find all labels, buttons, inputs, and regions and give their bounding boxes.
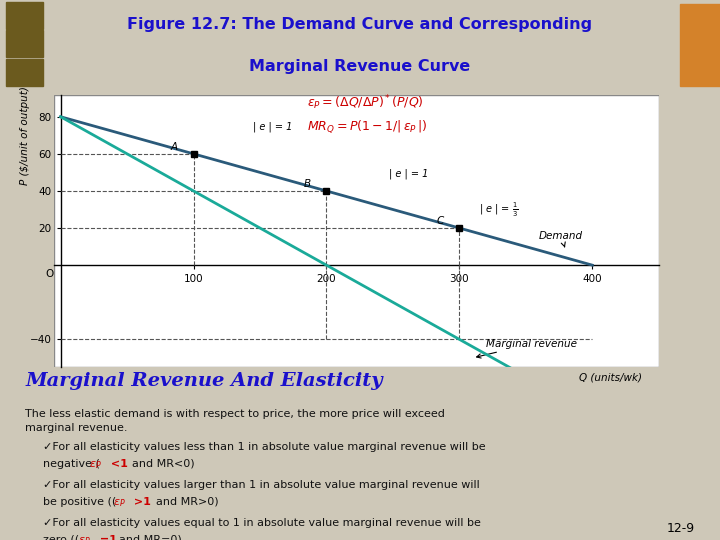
Text: C: C [436, 217, 444, 226]
FancyBboxPatch shape [6, 2, 43, 29]
Text: and MR>0): and MR>0) [156, 497, 218, 507]
Text: negative (: negative ( [43, 459, 100, 469]
Text: O: O [46, 269, 54, 279]
Text: Figure 12.7: The Demand Curve and Corresponding: Figure 12.7: The Demand Curve and Corres… [127, 17, 593, 32]
Text: ✓For all elasticity values equal to 1 in absolute value marginal revenue will be: ✓For all elasticity values equal to 1 in… [43, 517, 481, 528]
Text: | e | = 1: | e | = 1 [389, 168, 428, 179]
Text: Marginal Revenue Curve: Marginal Revenue Curve [249, 59, 471, 75]
Text: | e | = $\frac{1}{3}$: | e | = $\frac{1}{3}$ [480, 201, 519, 219]
Bar [54, 94, 659, 367]
Text: ✓For all elasticity values larger than 1 in absolute value marginal revenue will: ✓For all elasticity values larger than 1… [43, 480, 480, 490]
Text: | e | = 1: | e | = 1 [253, 122, 293, 132]
Text: $\varepsilon_P = (\Delta Q/\Delta P)^*(P/Q)$: $\varepsilon_P = (\Delta Q/\Delta P)^*(P… [307, 93, 423, 112]
Text: Demand: Demand [539, 231, 583, 247]
Text: A: A [171, 142, 178, 152]
FancyBboxPatch shape [6, 30, 43, 57]
FancyBboxPatch shape [6, 59, 43, 85]
Text: >1: >1 [130, 497, 151, 507]
Text: Marginal Revenue And Elasticity: Marginal Revenue And Elasticity [25, 373, 383, 390]
Text: $\varepsilon_P$: $\varepsilon_P$ [89, 459, 102, 470]
Text: Marginal revenue: Marginal revenue [477, 339, 577, 358]
Text: be positive ((: be positive (( [43, 497, 117, 507]
Text: <1: <1 [107, 459, 127, 469]
Text: The less elastic demand is with respect to price, the more price will exceed
mar: The less elastic demand is with respect … [25, 409, 445, 433]
Text: $MR_Q = P(1 - 1/|\,\varepsilon_P\,|)$: $MR_Q = P(1 - 1/|\,\varepsilon_P\,|)$ [307, 118, 427, 135]
Text: $\varepsilon_P$: $\varepsilon_P$ [78, 535, 91, 540]
Text: 12-9: 12-9 [667, 522, 695, 535]
X-axis label: Q (units/wk): Q (units/wk) [579, 373, 642, 383]
Text: $\varepsilon_P$: $\varepsilon_P$ [113, 497, 126, 509]
Text: =1: =1 [96, 535, 117, 540]
Text: ✓For all elasticity values less than 1 in absolute value marginal revenue will b: ✓For all elasticity values less than 1 i… [43, 442, 486, 451]
Text: and MR=0): and MR=0) [119, 535, 181, 540]
FancyBboxPatch shape [680, 4, 720, 85]
Y-axis label: P ($/unit of output): P ($/unit of output) [20, 86, 30, 185]
Text: B: B [303, 179, 310, 189]
Text: and MR<0): and MR<0) [132, 459, 194, 469]
Text: zero ((: zero (( [43, 535, 79, 540]
